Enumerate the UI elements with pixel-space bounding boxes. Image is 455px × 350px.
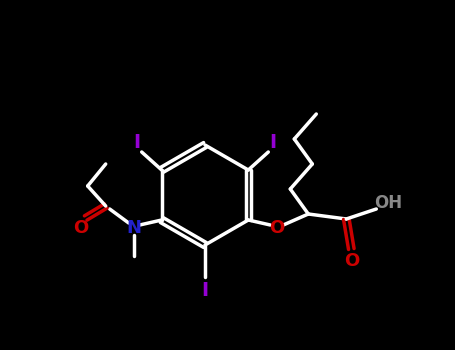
Text: N: N — [126, 219, 141, 237]
Text: O: O — [344, 252, 359, 270]
Text: OH: OH — [374, 194, 402, 212]
Text: O: O — [73, 219, 88, 237]
Text: I: I — [202, 280, 208, 300]
Text: I: I — [270, 133, 277, 153]
Text: I: I — [133, 133, 140, 153]
Text: O: O — [268, 219, 284, 237]
